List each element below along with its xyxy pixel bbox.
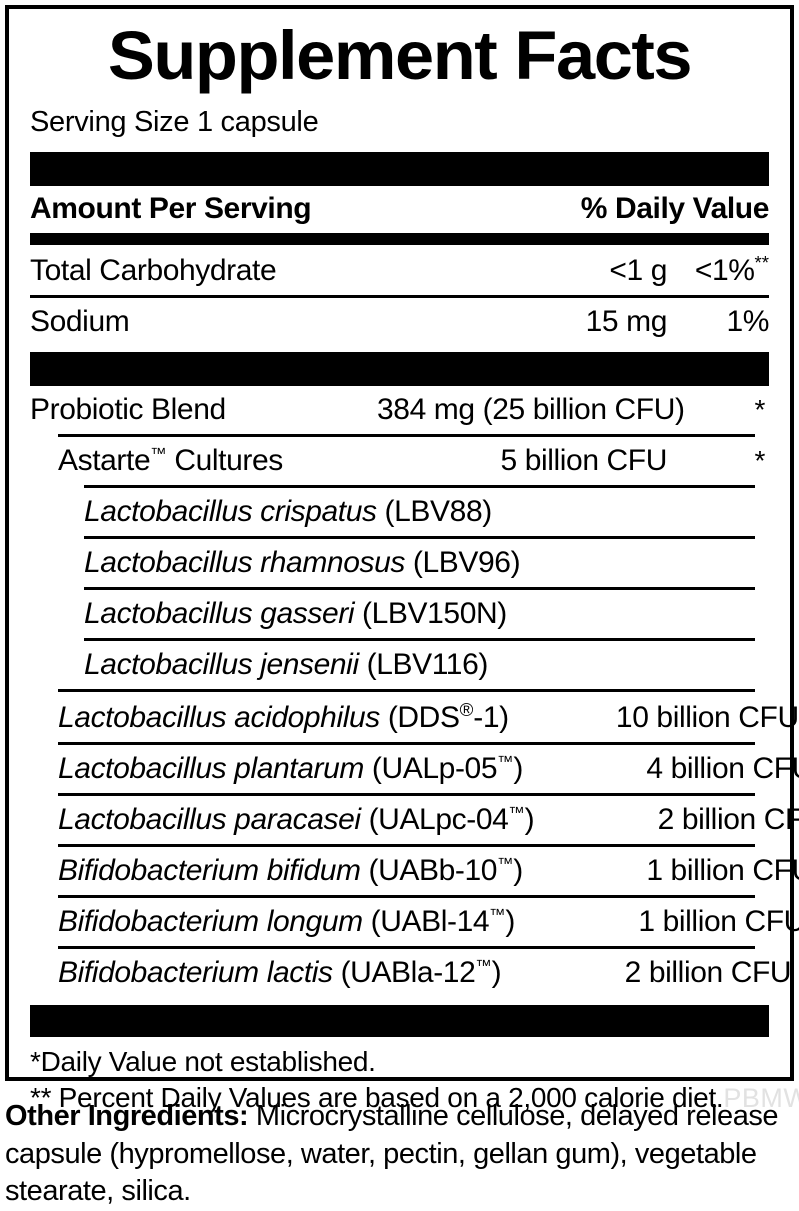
blend-amount: 384 mg (25 billion CFU)	[377, 393, 685, 426]
nutrient-amount: 15 mg	[585, 305, 668, 338]
supplement-facts-panel: Supplement Facts Serving Size 1 capsule …	[5, 5, 799, 1113]
nutrient-amount: <1 g	[609, 254, 667, 287]
strain-name: Lactobacillus plantarum (UALp-05™)	[58, 752, 523, 785]
strain-name: Bifidobacterium lactis (UABla-12™)	[58, 956, 502, 989]
strain-name: Lactobacillus rhamnosus (LBV96)	[84, 546, 521, 579]
other-ingredients: Other Ingredients: Microcrystalline cell…	[5, 1098, 794, 1211]
strain-name: Bifidobacterium longum (UABl-14™)	[58, 905, 515, 938]
table-row-strain: Lactobacillus acidophilus (DDS®-1) 10 bi…	[30, 692, 799, 742]
registered-icon: ®	[459, 699, 474, 720]
row-rule	[84, 638, 755, 641]
strain-name: Lactobacillus crispatus (LBV88)	[84, 495, 492, 528]
astarte-daily-value: *	[754, 445, 766, 476]
strain-amount: 10 billion CFU	[615, 701, 799, 734]
row-rule	[30, 295, 769, 298]
strain-amount: 4 billion CFU	[646, 752, 799, 785]
trademark-icon: ™	[150, 445, 167, 463]
divider-bar-under-header	[30, 233, 769, 245]
serving-size-text: Serving Size 1 capsule	[30, 106, 319, 138]
strain-name: Lactobacillus gasseri (LBV150N)	[84, 597, 507, 630]
page-title: Supplement Facts	[107, 17, 693, 94]
table-row-strain: Lactobacillus crispatus (LBV88)	[30, 488, 769, 536]
divider-bar-thick-bottom	[30, 1005, 769, 1037]
trademark-icon: ™	[489, 906, 506, 924]
strain-name: Lactobacillus jensenii (LBV116)	[84, 648, 488, 681]
trademark-icon: ™	[497, 855, 514, 873]
row-rule	[58, 895, 755, 898]
product-code: PBMW30	[723, 1083, 799, 1114]
row-rule	[58, 434, 755, 437]
strain-amount: 2 billion CFU	[657, 803, 799, 836]
table-header-row: Amount Per Serving % Daily Value	[30, 186, 769, 233]
astarte-amount: 5 billion CFU	[500, 444, 667, 477]
amount-per-serving-header: Amount Per Serving	[30, 192, 312, 225]
strain-name: Bifidobacterium bifidum (UABb-10™)	[58, 854, 523, 887]
table-row: Total Carbohydrate <1 g <1%**	[30, 245, 769, 295]
divider-bar-thick-middle	[30, 352, 769, 386]
blend-daily-value: *	[754, 394, 766, 425]
strain-amount: 1 billion CFU	[646, 854, 799, 887]
table-row-strain: Bifidobacterium longum (UABl-14™) 1 bill…	[30, 898, 799, 946]
trademark-icon: ™	[497, 753, 514, 771]
trademark-icon: ™	[475, 957, 492, 975]
footnote-text: ** Percent Daily Values are based on a 2…	[30, 1082, 724, 1114]
table-row-blend: Probiotic Blend 384 mg (25 billion CFU) …	[30, 386, 769, 434]
row-rule	[84, 536, 755, 539]
footnote-marker: **	[754, 252, 769, 273]
table-row-strain: Bifidobacterium bifidum (UABb-10™) 1 bil…	[30, 847, 799, 895]
table-row-strain: Lactobacillus plantarum (UALp-05™) 4 bil…	[30, 745, 799, 793]
strain-amount: 1 billion CFU	[638, 905, 799, 938]
footnote-percent-daily-values: ** Percent Daily Values are based on a 2…	[30, 1080, 799, 1116]
row-rule	[58, 844, 755, 847]
table-row-strain: Lactobacillus gasseri (LBV150N)	[30, 590, 769, 638]
table-row-strain: Bifidobacterium lactis (UABla-12™) 2 bil…	[30, 949, 792, 997]
table-row-astarte: Astarte™ Cultures 5 billion CFU *	[30, 437, 769, 485]
footnote-daily-value: *Daily Value not established.	[30, 1046, 376, 1077]
daily-value-header: % Daily Value	[580, 192, 770, 225]
row-rule	[84, 587, 755, 590]
table-row-strain: Lactobacillus paracasei (UALpc-04™) 2 bi…	[30, 796, 799, 844]
blend-name: Probiotic Blend	[30, 393, 226, 426]
trademark-icon: ™	[508, 804, 525, 822]
nutrient-daily-value: 1%	[726, 305, 769, 338]
table-row-strain: Lactobacillus rhamnosus (LBV96)	[30, 539, 769, 587]
nutrient-daily-value: <1%**	[694, 252, 769, 287]
row-rule	[58, 946, 755, 949]
astarte-name: Astarte™ Cultures	[58, 444, 283, 477]
table-row-strain: Lactobacillus jensenii (LBV116)	[30, 641, 769, 689]
strain-amount: 2 billion CFU	[624, 956, 792, 989]
table-row: Sodium 15 mg 1%	[30, 298, 769, 346]
strain-name: Lactobacillus acidophilus (DDS®-1)	[58, 699, 509, 734]
nutrient-name: Sodium	[30, 305, 130, 338]
row-rule	[84, 485, 755, 488]
row-rule	[58, 742, 755, 745]
strain-name: Lactobacillus paracasei (UALpc-04™)	[58, 803, 535, 836]
row-rule	[58, 793, 755, 796]
footnotes: *Daily Value not established. ** Percent…	[30, 1037, 799, 1117]
divider-bar-thick-top	[30, 152, 769, 186]
nutrient-name: Total Carbohydrate	[30, 254, 277, 287]
other-ingredients-label: Other Ingredients:	[5, 1100, 249, 1132]
row-rule	[58, 689, 755, 692]
